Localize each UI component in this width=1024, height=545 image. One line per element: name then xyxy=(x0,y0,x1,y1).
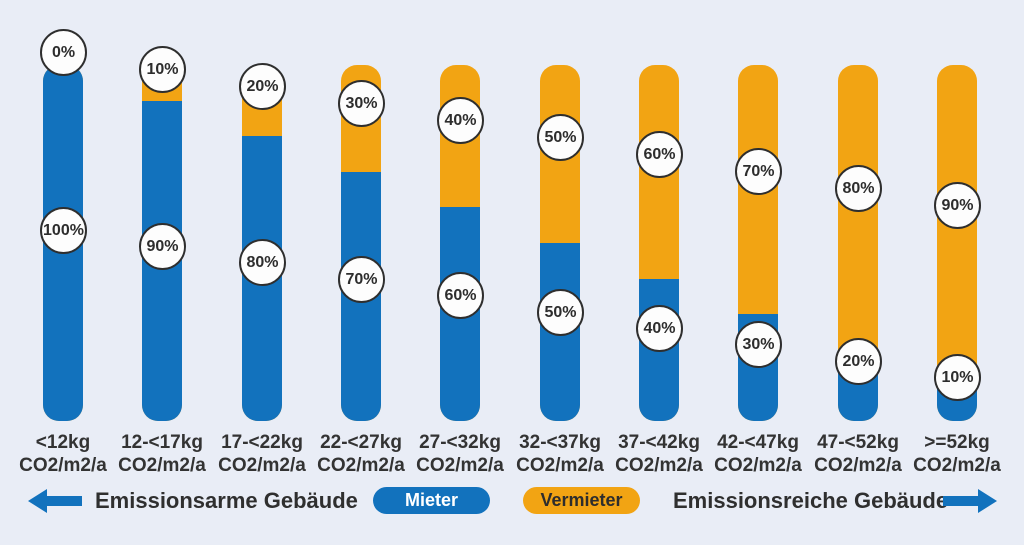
bar-category-range: >=52kg xyxy=(924,432,990,453)
vermieter-share-badge: 90% xyxy=(934,182,981,229)
bar-category-label: 42-<47kg CO2/m2/a xyxy=(703,431,813,477)
right-arrow-icon xyxy=(943,488,997,514)
bar-category-unit: CO2/m2/a xyxy=(218,455,306,476)
bar-category-label: 22-<27kg CO2/m2/a xyxy=(306,431,416,477)
low-emission-label: Emissionsarme Gebäude xyxy=(95,488,358,513)
bar-category-range: 42-<47kg xyxy=(717,432,799,453)
mieter-share-badge: 20% xyxy=(835,338,882,385)
bar-category-label: 27-<32kg CO2/m2/a xyxy=(405,431,515,477)
vermieter-share-badge: 50% xyxy=(537,114,584,161)
mieter-share-badge: 90% xyxy=(139,223,186,270)
bar-category-label: 37-<42kg CO2/m2/a xyxy=(604,431,714,477)
bar-category-range: 17-<22kg xyxy=(221,432,303,453)
left-arrow-icon xyxy=(28,488,82,514)
bar xyxy=(639,65,679,421)
mieter-share-badge: 40% xyxy=(636,305,683,352)
bar-category-range: 22-<27kg xyxy=(320,432,402,453)
bar-category-unit: CO2/m2/a xyxy=(615,455,703,476)
vermieter-share-badge: 20% xyxy=(239,63,286,110)
legend-vermieter: Vermieter xyxy=(523,487,640,514)
vermieter-share-badge: 80% xyxy=(835,165,882,212)
bar-category-label: 17-<22kg CO2/m2/a xyxy=(207,431,317,477)
bar-category-unit: CO2/m2/a xyxy=(913,455,1001,476)
bar-category-label: 47-<52kg CO2/m2/a xyxy=(803,431,913,477)
mieter-share-badge: 10% xyxy=(934,354,981,401)
bar-category-range: 12-<17kg xyxy=(121,432,203,453)
mieter-share-badge: 60% xyxy=(437,272,484,319)
mieter-share-badge: 80% xyxy=(239,239,286,286)
bar-category-range: 32-<37kg xyxy=(519,432,601,453)
mieter-share-badge: 50% xyxy=(537,289,584,336)
bar-category-range: 47-<52kg xyxy=(817,432,899,453)
high-emission-label: Emissionsreiche Gebäude xyxy=(673,488,949,513)
bar-category-unit: CO2/m2/a xyxy=(118,455,206,476)
bar-category-label: 32-<37kg CO2/m2/a xyxy=(505,431,615,477)
vermieter-share-badge: 30% xyxy=(338,80,385,127)
bar-category-range: 27-<32kg xyxy=(419,432,501,453)
mieter-share-badge: 30% xyxy=(735,321,782,368)
bar-category-unit: CO2/m2/a xyxy=(19,455,107,476)
bar-category-label: <12kg CO2/m2/a xyxy=(8,431,118,477)
legend-mieter: Mieter xyxy=(373,487,490,514)
mieter-share-badge: 70% xyxy=(338,256,385,303)
bar-category-unit: CO2/m2/a xyxy=(814,455,902,476)
bar-category-unit: CO2/m2/a xyxy=(516,455,604,476)
bar-category-range: <12kg xyxy=(35,432,91,453)
bar-category-unit: CO2/m2/a xyxy=(714,455,802,476)
bar-category-unit: CO2/m2/a xyxy=(416,455,504,476)
vermieter-share-badge: 0% xyxy=(40,29,87,76)
bar-category-label: 12-<17kg CO2/m2/a xyxy=(107,431,217,477)
bar-category-label: >=52kg CO2/m2/a xyxy=(902,431,1012,477)
vermieter-share-badge: 40% xyxy=(437,97,484,144)
bar-category-range: 37-<42kg xyxy=(618,432,700,453)
vermieter-share-badge: 60% xyxy=(636,131,683,178)
vermieter-share-badge: 10% xyxy=(139,46,186,93)
vermieter-share-badge: 70% xyxy=(735,148,782,195)
bar-category-unit: CO2/m2/a xyxy=(317,455,405,476)
mieter-share-badge: 100% xyxy=(40,207,87,254)
